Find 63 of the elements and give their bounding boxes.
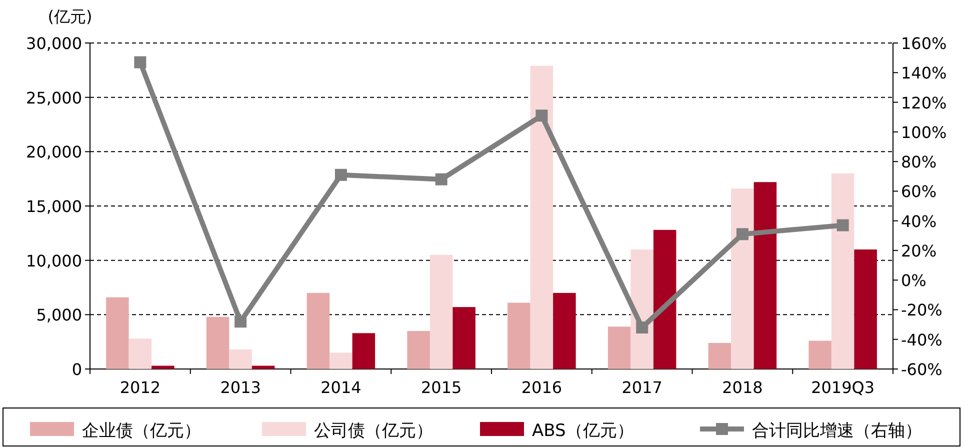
bar bbox=[653, 230, 676, 369]
bar bbox=[808, 340, 832, 369]
y-tick-label: 10,000 bbox=[26, 251, 82, 270]
legend-label: ABS（亿元） bbox=[532, 421, 634, 441]
y-tick-label: 0 bbox=[72, 360, 82, 379]
x-tick-label: 2016 bbox=[521, 378, 562, 397]
bar bbox=[452, 307, 476, 369]
bar bbox=[731, 188, 754, 369]
legend-label: 公司债（亿元） bbox=[314, 421, 433, 441]
point bbox=[736, 228, 748, 240]
point bbox=[636, 322, 648, 334]
bar bbox=[854, 249, 877, 369]
y2-tick-label: 120% bbox=[901, 93, 947, 112]
x-tick-label: 2018 bbox=[722, 378, 763, 397]
y2-tick-label: 40% bbox=[901, 212, 937, 231]
bar bbox=[530, 66, 554, 369]
y-tick-label: 30,000 bbox=[26, 34, 82, 53]
x-tick-label: 2019Q3 bbox=[811, 378, 875, 397]
bar bbox=[831, 173, 854, 369]
bar bbox=[708, 342, 732, 369]
y2-tick-label: 140% bbox=[901, 64, 947, 83]
point bbox=[234, 316, 247, 328]
y-tick-label: 20,000 bbox=[26, 142, 82, 162]
point bbox=[836, 219, 849, 232]
y-axis-title: (亿元) bbox=[48, 7, 92, 26]
bar bbox=[508, 302, 530, 369]
y-tick-label: 5,000 bbox=[36, 306, 82, 325]
y2-tick-label: 160% bbox=[901, 34, 947, 53]
x-tick-label: 2014 bbox=[320, 378, 362, 397]
point bbox=[536, 110, 548, 122]
x-tick-label: 2017 bbox=[622, 378, 662, 397]
y2-tick-label: -40% bbox=[901, 330, 942, 350]
bar bbox=[229, 349, 252, 369]
y-tick-label: 25,000 bbox=[26, 88, 82, 108]
point bbox=[334, 168, 347, 181]
bar bbox=[430, 254, 453, 369]
bar bbox=[754, 182, 777, 369]
bar bbox=[352, 333, 376, 369]
bar bbox=[206, 316, 230, 369]
y2-tick-label: 20% bbox=[901, 241, 937, 260]
y2-tick-label: 100% bbox=[901, 122, 947, 142]
bar bbox=[553, 292, 576, 369]
y2-tick-label: 60% bbox=[901, 182, 937, 202]
x-tick-label: 2013 bbox=[220, 378, 261, 397]
bar bbox=[152, 366, 174, 369]
bar bbox=[306, 292, 330, 369]
point bbox=[134, 56, 146, 68]
bar bbox=[106, 297, 129, 369]
bar bbox=[407, 330, 430, 369]
point bbox=[435, 173, 448, 186]
y2-tick-label: 80% bbox=[901, 152, 937, 172]
legend-label: 合计同比增速（右轴） bbox=[752, 421, 922, 441]
x-tick-label: 2015 bbox=[420, 378, 462, 397]
bar bbox=[252, 366, 275, 369]
bar bbox=[330, 352, 352, 369]
legend-label: 企业债（亿元） bbox=[82, 421, 201, 441]
bar bbox=[608, 326, 631, 369]
bar bbox=[128, 338, 152, 369]
y2-tick-label: 0% bbox=[901, 271, 926, 290]
y-tick-label: 15,000 bbox=[26, 197, 82, 216]
x-tick-label: 2012 bbox=[120, 378, 161, 397]
y2-tick-label: -60% bbox=[901, 360, 942, 379]
y2-tick-label: -20% bbox=[901, 300, 942, 320]
